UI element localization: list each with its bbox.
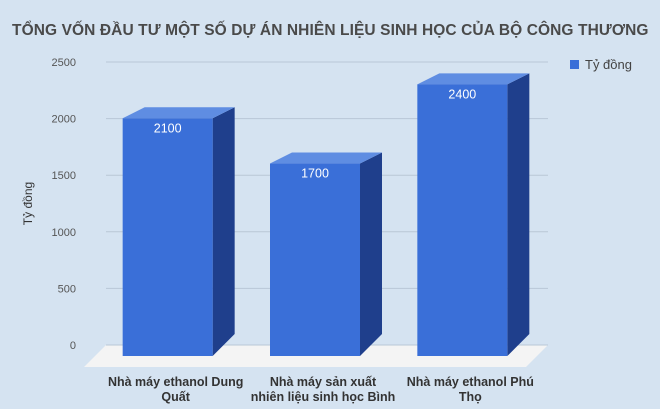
- bar: [417, 84, 508, 356]
- x-tick-label: Quất: [161, 390, 190, 404]
- x-tick-label: Nhà máy ethanol Phú: [407, 375, 534, 389]
- y-tick-label: 2500: [52, 57, 76, 69]
- data-label: 2100: [154, 121, 182, 135]
- bar-side: [360, 152, 382, 356]
- y-tick-label: 2000: [52, 114, 76, 126]
- y-tick-label: 500: [58, 283, 76, 295]
- bar-top: [270, 152, 382, 164]
- legend: Tỷ đồng: [570, 57, 632, 72]
- legend-label: Tỷ đồng: [585, 57, 632, 72]
- bar: [270, 163, 360, 356]
- x-tick-label: Thọ: [459, 390, 482, 404]
- bar-side: [507, 73, 530, 356]
- bar-top: [417, 73, 530, 85]
- data-label: 2400: [448, 87, 476, 101]
- chart-title: TỔNG VỐN ĐẦU TƯ MỘT SỐ DỰ ÁN NHIÊN LIỆU …: [12, 22, 649, 39]
- x-tick-label: nhiên liệu sinh học Bình: [251, 390, 395, 404]
- y-tick-label: 0: [70, 340, 76, 352]
- y-axis-title: Tỷ đồng: [21, 182, 35, 225]
- y-tick-label: 1500: [52, 170, 76, 182]
- bar-side: [212, 107, 235, 356]
- x-tick-label: Nhà máy ethanol Dung: [108, 375, 243, 389]
- bar-top: [122, 107, 235, 119]
- data-label: 1700: [301, 167, 329, 181]
- legend-swatch: [570, 60, 579, 69]
- y-tick-label: 1000: [52, 227, 76, 239]
- x-tick-label: Nhà máy sản xuất: [270, 375, 377, 389]
- bar: [122, 118, 213, 356]
